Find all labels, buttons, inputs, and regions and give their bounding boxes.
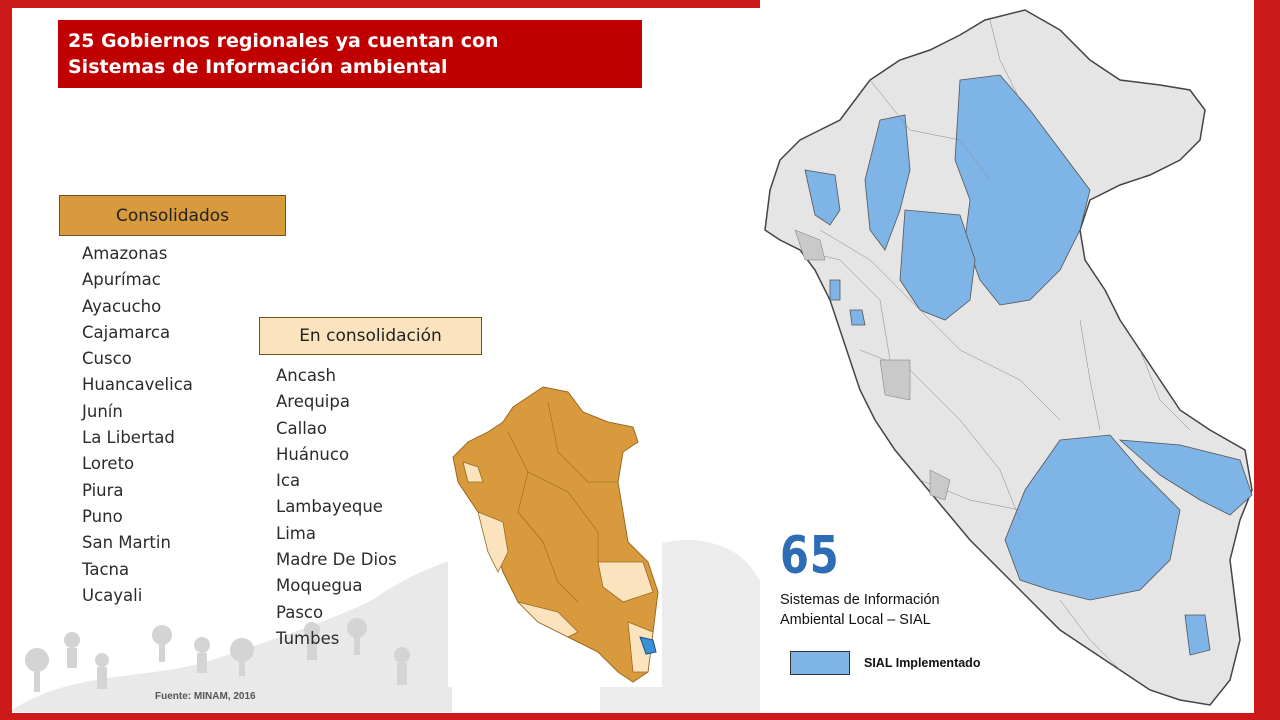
list-item: Cusco — [82, 349, 132, 369]
list-item: San Martin — [82, 533, 171, 553]
map-region-sial — [954, 74, 1091, 306]
map-region-highlight — [639, 636, 657, 655]
legend-swatch — [790, 651, 850, 675]
frame-top — [0, 0, 1280, 8]
map-region-sial — [1004, 434, 1181, 601]
sial-description-line-2: Ambiental Local – SIAL — [780, 612, 931, 628]
decorative-illustration — [12, 560, 452, 712]
map-region-en-consolidacion — [516, 601, 579, 638]
map-region-consolidado — [452, 386, 659, 683]
map-region-en-consolidacion — [627, 621, 654, 673]
consolidados-list: Amazonas Apurímac Ayacucho Cajamarca Cus… — [82, 241, 193, 609]
list-item: Ucayali — [82, 585, 143, 605]
map-region-sial — [829, 279, 841, 301]
title-line-1: 25 Gobiernos regionales ya cuentan con — [68, 30, 499, 52]
map-legend: SIAL Implementado — [790, 651, 980, 675]
sial-description-line-1: Sistemas de Información — [780, 592, 940, 608]
map-region-sial — [849, 309, 866, 326]
list-item: Piura — [82, 480, 124, 500]
list-item: Ayacucho — [82, 296, 162, 316]
sial-count: 65 — [780, 526, 840, 586]
map-region-en-consolidacion — [462, 461, 484, 483]
frame-right — [1254, 0, 1280, 720]
map-region-sial — [804, 169, 841, 226]
map-region-sial — [1118, 439, 1253, 516]
list-item: La Libertad — [82, 428, 175, 448]
list-item: Callao — [276, 418, 328, 438]
list-item: Huánuco — [276, 444, 350, 464]
list-item: Lambayeque — [276, 497, 383, 517]
frame-bottom — [0, 713, 1280, 720]
list-item: Tumbes — [276, 628, 340, 648]
list-item: Huancavelica — [82, 375, 193, 395]
list-item: Puno — [82, 506, 123, 526]
title-line-2: Sistemas de Información ambiental — [68, 56, 448, 78]
frame-left — [0, 0, 12, 720]
list-item: Pasco — [276, 602, 324, 622]
list-item: Junín — [82, 401, 123, 421]
source-note: Fuente: MINAM, 2016 — [155, 691, 256, 702]
legend-label: SIAL Implementado — [864, 656, 981, 670]
list-item: Loreto — [82, 454, 135, 474]
list-item: Arequipa — [276, 392, 350, 412]
sial-map — [760, 0, 1254, 713]
consolidados-label: Consolidados — [59, 195, 286, 236]
map-region-sial — [1184, 614, 1211, 656]
list-item: Cajamarca — [82, 322, 171, 342]
en-consolidacion-label: En consolidación — [259, 317, 482, 355]
list-item: Ancash — [276, 366, 336, 385]
list-item: Moquegua — [276, 576, 363, 596]
sial-description: Sistemas de Información Ambiental Local … — [780, 590, 940, 630]
map-region-sial — [864, 114, 911, 251]
list-item: Madre De Dios — [276, 550, 397, 570]
list-item: Amazonas — [82, 244, 168, 263]
list-item: Apurímac — [82, 270, 161, 290]
regional-map — [448, 382, 662, 687]
map-region-sial — [899, 209, 976, 321]
en-consolidacion-list: Ancash Arequipa Callao Huánuco Ica Lamba… — [276, 363, 397, 652]
slide-title: 25 Gobiernos regionales ya cuentan con S… — [58, 20, 642, 88]
list-item: Ica — [276, 471, 301, 491]
list-item: Lima — [276, 523, 316, 543]
list-item: Tacna — [82, 559, 130, 579]
map-region-en-consolidacion — [477, 511, 509, 573]
map-region-en-consolidacion — [597, 561, 654, 603]
